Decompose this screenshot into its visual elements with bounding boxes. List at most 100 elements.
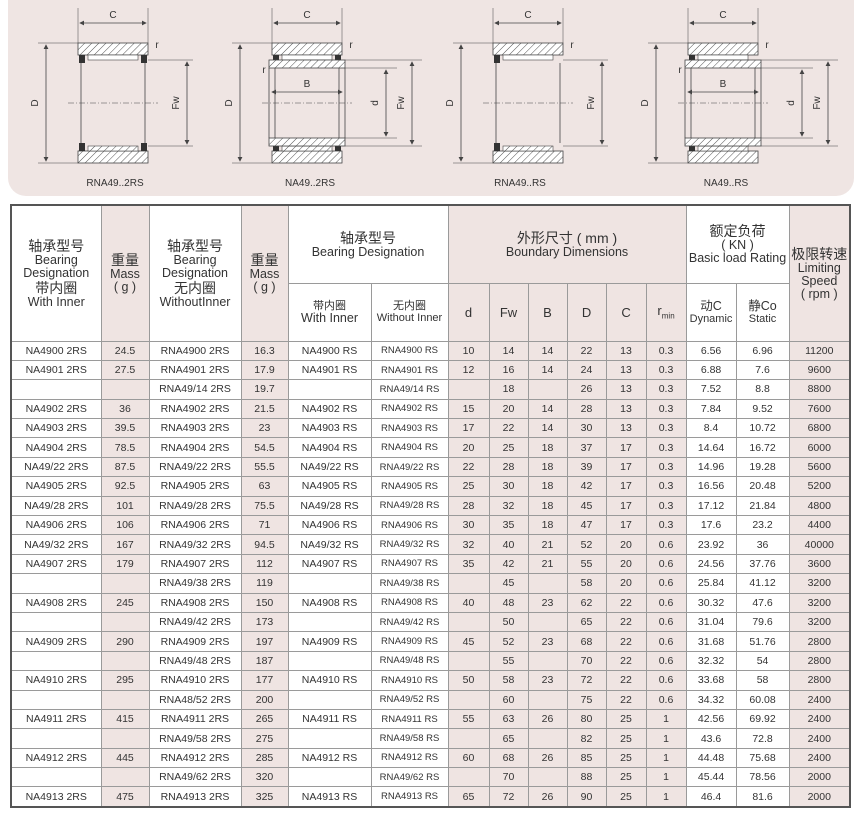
cell-limiting-speed: 2000: [788, 786, 851, 808]
r-subscript: min: [661, 311, 675, 321]
cell-outer-d: 47: [566, 515, 607, 536]
cell-mass-with-inner: 167: [100, 534, 150, 555]
cell-fw: 25: [488, 437, 529, 458]
cell-without-inner-2rs: RNA48/52 2RS: [148, 689, 242, 710]
cell-outer-d: 42: [566, 476, 607, 497]
cell-mass-with-inner: [100, 612, 150, 633]
cell-with-inner-rs: NA49/28 RS: [287, 495, 372, 517]
cell-b: [527, 379, 568, 400]
cell-with-inner-rs: [287, 767, 372, 788]
header-en: Basic load Rating: [688, 251, 787, 266]
header-cn: 动C: [700, 298, 722, 313]
cell-fw: 42: [488, 553, 529, 575]
cell-dynamic-load: 16.56: [685, 476, 737, 497]
cell-static-load: 21.84: [735, 495, 790, 517]
cell-mass-without-inner: 75.5: [240, 495, 289, 517]
cell-dynamic-load: 31.04: [685, 611, 737, 633]
dim-r-label: r: [765, 40, 769, 51]
cell-d: 30: [447, 515, 490, 536]
cell-mass-with-inner: [100, 728, 150, 749]
bearing-spec-table: 轴承型号 Bearing Designation 带内圈 With Inner …: [10, 204, 852, 808]
cell-b: 23: [527, 631, 568, 652]
cell-outer-d: 28: [566, 398, 607, 420]
cell-d: 15: [447, 398, 490, 420]
cell-limiting-speed: 2400: [788, 747, 851, 769]
header-unit: ( KN ): [721, 238, 754, 253]
cell-with-inner-2rs: [10, 573, 102, 594]
header-without-inner-2rs: 轴承型号 Bearing Designation 无内圈 WithoutInne…: [148, 204, 242, 342]
cell-with-inner-rs: NA4908 RS: [287, 592, 372, 613]
table-row: RNA49/48 2RS 187 RNA49/48 RS 55 70 22 0.6 32.32…: [10, 650, 851, 672]
table-row: NA4903 2RS 39.5 RNA4903 2RS 23 NA4903 RS RNA4…: [10, 418, 851, 439]
cell-without-inner-2rs: RNA4912 2RS: [148, 747, 242, 769]
cell-dynamic-load: 30.32: [685, 592, 737, 613]
header-dim-fw: Fw: [488, 282, 529, 342]
dim-c-label: C: [109, 10, 116, 21]
cell-without-inner-rs: RNA4905 RS: [370, 476, 449, 497]
cell-mass-with-inner: [100, 651, 150, 672]
header-dim-rmin: rmin: [645, 282, 687, 342]
cell-mass-with-inner: [100, 379, 150, 400]
cell-outer-d: 88: [566, 767, 607, 788]
cell-d: [447, 728, 490, 749]
cell-without-inner-2rs: RNA49/38 2RS: [148, 573, 242, 594]
cell-mass-with-inner: 475: [100, 786, 150, 808]
cell-c: 17: [605, 456, 647, 478]
cell-static-load: 51.76: [735, 631, 790, 652]
cell-without-inner-2rs: RNA49/58 2RS: [148, 728, 242, 749]
bearing-diagram-no-inner: Cr D Fw: [30, 8, 193, 164]
header-en: WithoutInner: [159, 294, 231, 309]
cell-dynamic-load: 8.4: [685, 418, 737, 439]
cell-c: 25: [605, 786, 647, 808]
cell-limiting-speed: 11200: [788, 340, 851, 361]
cell-without-inner-2rs: RNA4902 2RS: [148, 398, 242, 420]
cell-d: [447, 767, 490, 788]
header-en: With Inner: [301, 310, 358, 325]
cell-rmin: 0.6: [645, 573, 687, 594]
cell-dynamic-load: 14.96: [685, 456, 737, 478]
cell-limiting-speed: 4400: [788, 515, 851, 536]
cell-b: 18: [527, 476, 568, 497]
cell-mass-without-inner: 285: [240, 747, 289, 769]
cell-rmin: 0.3: [645, 495, 687, 517]
cell-outer-d: 22: [566, 340, 607, 361]
cell-without-inner-rs: RNA49/22 RS: [370, 456, 449, 478]
cell-b: [527, 728, 568, 749]
cell-without-inner-rs: RNA49/42 RS: [370, 611, 449, 633]
cell-without-inner-rs: RNA4902 RS: [370, 398, 449, 420]
cell-with-inner-rs: NA4905 RS: [287, 476, 372, 497]
cell-mass-without-inner: 16.3: [240, 340, 289, 361]
table-row: RNA49/38 2RS 119 RNA49/38 RS 45 58 20 0.6 25.84…: [10, 573, 851, 594]
cell-c: 20: [605, 553, 647, 575]
cell-mass-with-inner: 290: [100, 631, 150, 652]
cell-c: 20: [605, 573, 647, 594]
cell-with-inner-2rs: NA49/32 2RS: [10, 534, 102, 555]
cell-without-inner-2rs: RNA49/48 2RS: [148, 650, 242, 672]
cell-without-inner-rs: RNA4907 RS: [370, 553, 449, 575]
cell-b: 14: [527, 398, 568, 420]
cell-b: 23: [527, 592, 568, 613]
cell-limiting-speed: 3200: [788, 611, 851, 633]
cell-outer-d: 52: [566, 534, 607, 555]
cell-limiting-speed: 8800: [788, 379, 851, 400]
cell-without-inner-rs: RNA49/58 RS: [370, 728, 449, 749]
table-row: NA49/32 2RS 167 RNA49/32 2RS 94.5 NA49/32 RS…: [10, 534, 851, 555]
dim-fw-label: Fw: [586, 96, 597, 110]
cell-d: [447, 651, 490, 672]
cell-c: 25: [605, 767, 647, 788]
header-dim-d: d: [447, 282, 490, 342]
cell-with-inner-2rs: NA4908 2RS: [10, 592, 102, 613]
cell-outer-d: 72: [566, 670, 607, 691]
header-cn: 轴承型号: [340, 229, 396, 246]
cell-rmin: 0.6: [645, 553, 687, 575]
cell-limiting-speed: 3600: [788, 553, 851, 575]
cell-fw: 58: [488, 670, 529, 691]
cell-dynamic-load: 7.52: [685, 379, 737, 400]
cell-outer-d: 75: [566, 689, 607, 710]
cell-static-load: 72.8: [735, 728, 790, 749]
cell-mass-without-inner: 265: [240, 708, 289, 730]
cell-b: 18: [527, 437, 568, 458]
cell-outer-d: 85: [566, 747, 607, 769]
cell-fw: 70: [488, 767, 529, 788]
table-row: NA4907 2RS 179 RNA4907 2RS 112 NA4907 RS RNA4…: [10, 553, 851, 575]
